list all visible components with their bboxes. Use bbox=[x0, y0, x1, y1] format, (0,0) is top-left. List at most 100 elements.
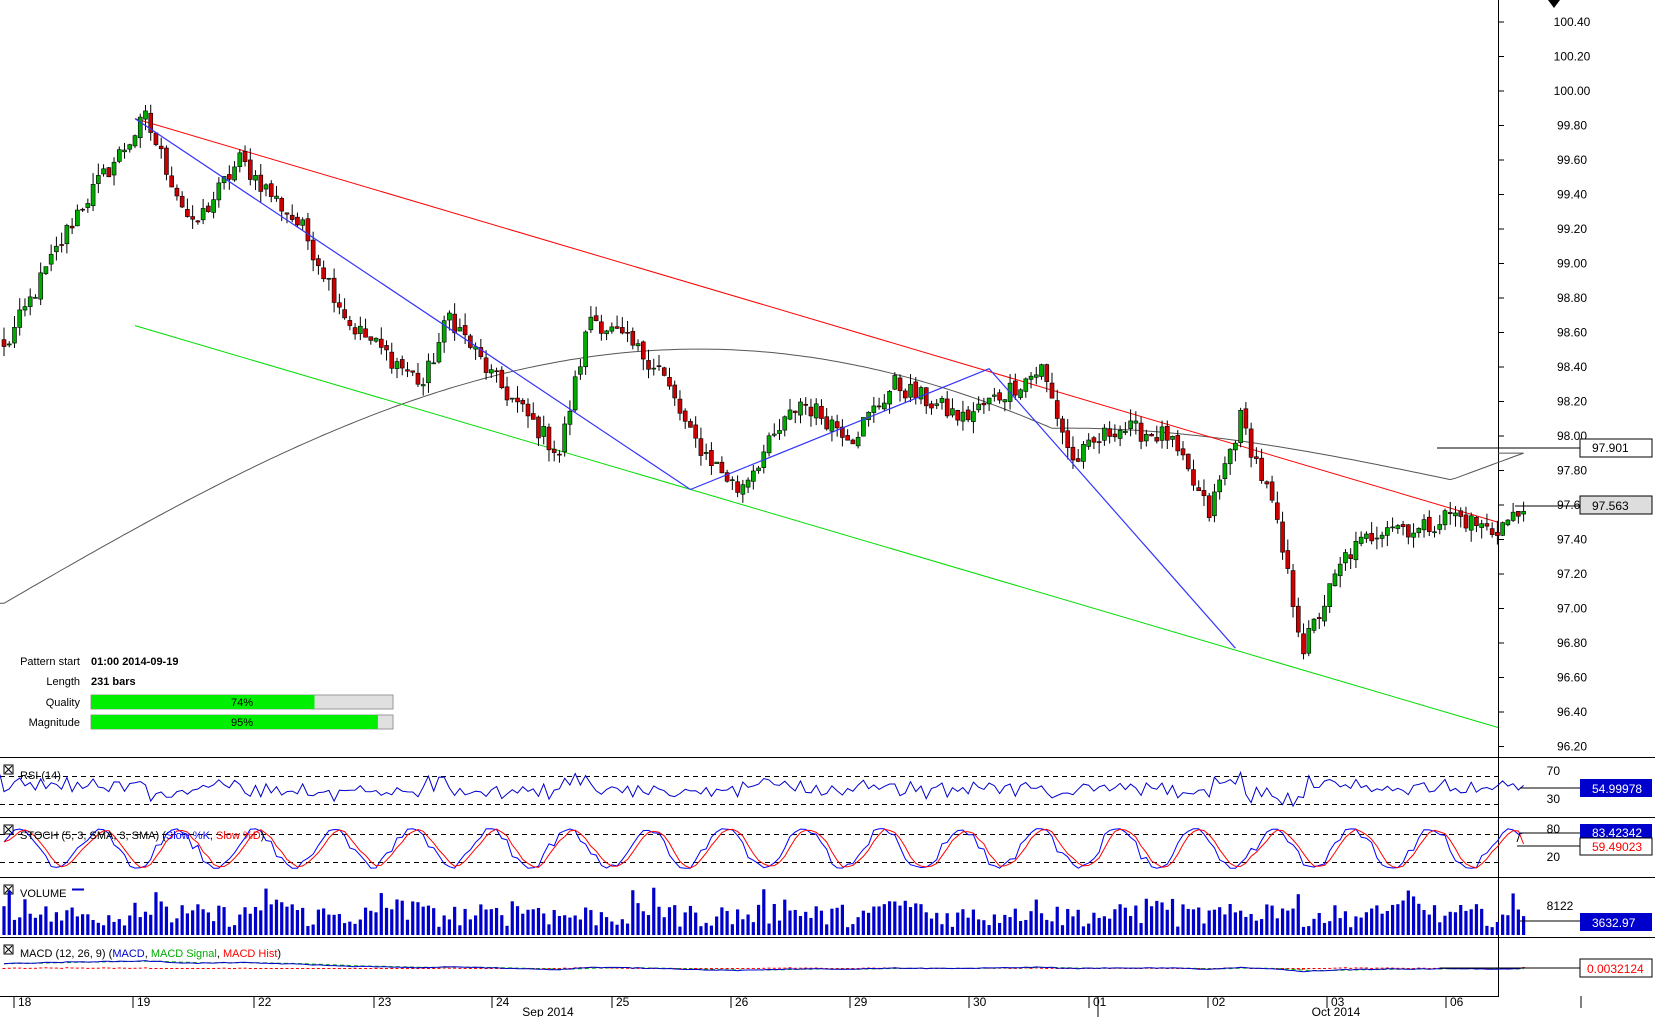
candle bbox=[59, 232, 64, 253]
volume-bar bbox=[259, 910, 263, 935]
candle bbox=[656, 355, 662, 371]
macd-hist-bar bbox=[54, 967, 58, 969]
candle-body bbox=[478, 347, 484, 357]
volume-bar bbox=[91, 919, 95, 935]
candle-body bbox=[583, 331, 588, 368]
candle bbox=[1049, 372, 1055, 399]
candle bbox=[667, 367, 672, 390]
candle-body bbox=[242, 150, 248, 162]
macd-hist-bar bbox=[757, 967, 761, 969]
macd-hist-bar bbox=[285, 968, 289, 969]
stoch-d-last-box bbox=[1579, 837, 1653, 856]
volume-bar bbox=[1018, 921, 1023, 935]
candle bbox=[1086, 433, 1091, 450]
candle bbox=[509, 397, 515, 403]
candle bbox=[1201, 479, 1207, 506]
stoch-slow-k-legend: Slow %K bbox=[166, 830, 211, 842]
volume-bar bbox=[138, 917, 142, 935]
candle bbox=[1044, 363, 1050, 393]
volume-bar bbox=[222, 907, 226, 935]
candle bbox=[116, 146, 122, 164]
price-tick-label: 97.80 bbox=[1557, 464, 1587, 478]
macd-hist-bar bbox=[123, 967, 127, 969]
volume-bar bbox=[1013, 908, 1017, 935]
volume-bar bbox=[1066, 908, 1070, 935]
candle-body bbox=[635, 343, 641, 347]
macd-hist-bar bbox=[1275, 968, 1279, 969]
candle-body bbox=[771, 433, 777, 436]
candle bbox=[1348, 548, 1353, 570]
candle bbox=[211, 191, 216, 219]
candle-body bbox=[300, 219, 305, 226]
candle-body bbox=[284, 212, 290, 215]
candle bbox=[1254, 447, 1259, 464]
candle-body bbox=[310, 239, 316, 261]
macd-hist-bar bbox=[33, 967, 37, 969]
volume-bar bbox=[1223, 914, 1227, 935]
candle-body bbox=[405, 369, 410, 372]
volume-bar bbox=[510, 901, 514, 935]
candle-body bbox=[1039, 364, 1044, 377]
candle-body bbox=[373, 337, 379, 342]
scroll-marker-icon[interactable] bbox=[1548, 0, 1560, 8]
price-tick-label: 98.80 bbox=[1557, 291, 1587, 305]
candle-body bbox=[934, 403, 940, 406]
volume-bar bbox=[625, 923, 630, 935]
rsi-last-box bbox=[1580, 779, 1652, 797]
volume-bar bbox=[421, 906, 425, 935]
candle-body bbox=[1112, 433, 1118, 438]
volume-tick-label: 8122 bbox=[1547, 899, 1574, 913]
candle-body bbox=[882, 402, 887, 410]
macd-hist-bar bbox=[91, 967, 95, 969]
stochastic-panel: STOCH (5, 3, SMA, 3, SMA) (Slow %K, Slow… bbox=[0, 822, 1653, 869]
macd-hist-bar bbox=[809, 967, 813, 969]
candle-body bbox=[981, 402, 987, 406]
candle bbox=[27, 288, 33, 316]
volume-bar bbox=[133, 902, 137, 935]
volume-bar bbox=[301, 907, 305, 935]
candle bbox=[17, 298, 23, 336]
volume-title: VOLUME bbox=[20, 888, 66, 900]
macd-hist-bar bbox=[1401, 967, 1405, 969]
candle bbox=[834, 414, 840, 437]
candle bbox=[1421, 514, 1427, 538]
macd-hist-bar bbox=[86, 967, 90, 969]
volume-bar bbox=[416, 902, 420, 935]
volume-bar bbox=[1118, 904, 1122, 935]
candle bbox=[1290, 563, 1296, 618]
candle bbox=[1269, 475, 1275, 503]
candle bbox=[1002, 399, 1008, 412]
macd-hist-bar bbox=[39, 967, 43, 969]
magnitude-label: Magnitude bbox=[29, 717, 80, 729]
candle-body bbox=[646, 360, 651, 370]
volume-bar bbox=[39, 914, 43, 935]
candle-body bbox=[17, 309, 23, 328]
candle-body bbox=[688, 421, 693, 428]
candle bbox=[934, 399, 940, 410]
volume-bar bbox=[1039, 913, 1044, 935]
price-tick-label: 97.00 bbox=[1557, 602, 1587, 616]
price-last-box bbox=[1579, 495, 1653, 515]
candle bbox=[1463, 506, 1469, 533]
macd-hist-bar bbox=[343, 968, 347, 969]
candle-body bbox=[923, 387, 929, 407]
candle-body bbox=[116, 149, 122, 162]
volume-bar bbox=[306, 926, 310, 935]
macd-hist-bar bbox=[636, 967, 640, 969]
volume-bar bbox=[725, 911, 729, 935]
candle-body bbox=[698, 438, 704, 456]
candle-body bbox=[604, 330, 609, 335]
macd-hist-bar bbox=[143, 967, 147, 969]
candle bbox=[368, 336, 374, 345]
candle-body bbox=[992, 394, 997, 397]
macd-hist-bar bbox=[28, 967, 32, 969]
candle bbox=[672, 380, 678, 406]
candle bbox=[950, 398, 955, 418]
candle bbox=[164, 145, 169, 181]
rsi-level-30-label: 30 bbox=[1547, 792, 1561, 806]
candle-body bbox=[33, 297, 38, 299]
candle-body bbox=[253, 175, 258, 181]
candle bbox=[939, 395, 945, 410]
candle bbox=[1369, 522, 1374, 545]
macd-hist-bar bbox=[75, 967, 79, 969]
